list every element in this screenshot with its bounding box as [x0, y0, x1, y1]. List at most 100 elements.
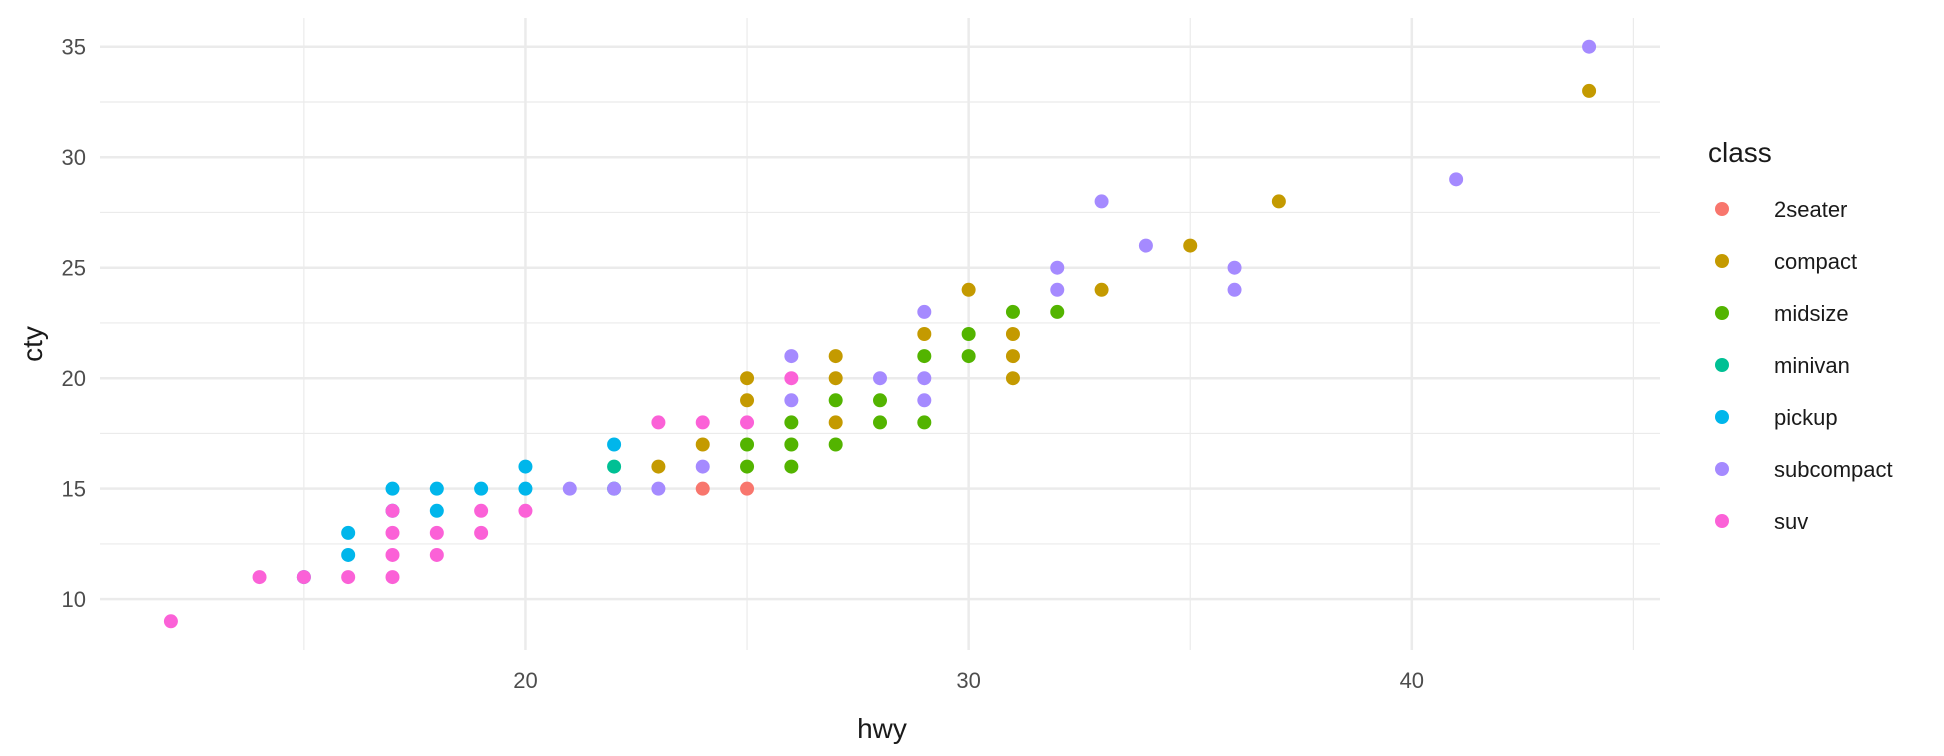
data-point-midsize	[917, 415, 932, 430]
y-tick-label: 30	[62, 145, 86, 170]
data-point-midsize	[1050, 304, 1065, 319]
data-point-suv	[429, 525, 444, 540]
data-point-pickup	[341, 547, 356, 562]
data-point-midsize	[917, 349, 932, 364]
legend-key-midsize	[1715, 306, 1729, 320]
data-point-midsize	[1005, 304, 1020, 319]
data-point-2seater	[695, 481, 710, 496]
data-point-pickup	[518, 459, 533, 474]
minor-gridlines	[100, 18, 1660, 650]
data-point-subcompact	[873, 371, 887, 386]
data-point-pickup	[341, 525, 356, 540]
data-point-compact	[1271, 194, 1286, 209]
major-gridlines	[100, 18, 1660, 650]
data-point-midsize	[784, 415, 799, 430]
data-point-subcompact	[784, 349, 799, 364]
legend-label-minivan: minivan	[1774, 353, 1850, 378]
data-point-suv	[341, 570, 356, 585]
y-tick-label: 10	[62, 587, 86, 612]
data-point-compact	[828, 415, 843, 430]
legend-label-midsize: midsize	[1774, 301, 1849, 326]
data-point-compact	[1005, 349, 1020, 364]
data-point-subcompact	[917, 393, 932, 408]
data-point-midsize	[873, 393, 887, 408]
data-point-suv	[385, 503, 400, 518]
data-point-2seater	[740, 481, 755, 496]
data-point-subcompact	[562, 481, 577, 496]
data-point-pickup	[385, 481, 400, 496]
legend-label-suv: suv	[1774, 509, 1808, 534]
data-point-compact	[828, 349, 843, 364]
data-point-midsize	[961, 349, 976, 364]
data-point-suv	[474, 503, 489, 518]
y-axis-ticks: 10 15 20 25 30 35	[62, 35, 86, 612]
data-point-subcompact	[695, 459, 710, 474]
data-point-subcompact	[1449, 172, 1464, 187]
data-point-suv	[429, 547, 444, 562]
legend-label-subcompact: subcompact	[1774, 457, 1893, 482]
data-point-pickup	[474, 481, 489, 496]
data-point-pickup	[607, 437, 622, 452]
data-point-pickup	[518, 481, 533, 496]
legend-key-suv	[1715, 514, 1729, 528]
legend-key-subcompact	[1715, 462, 1729, 476]
y-axis-title: cty	[17, 326, 48, 362]
data-point-pickup	[429, 503, 444, 518]
data-point-subcompact	[917, 371, 932, 386]
legend-items: 2seater compact midsize minivan pickup subcom…	[1715, 197, 1893, 534]
data-point-subcompact	[1227, 260, 1242, 275]
data-point-compact	[917, 327, 932, 341]
data-point-compact	[1183, 238, 1198, 253]
data-point-subcompact	[651, 481, 666, 496]
data-point-subcompact	[784, 393, 799, 408]
data-point-midsize	[828, 393, 843, 408]
data-point-suv	[385, 570, 400, 585]
data-point-midsize	[828, 437, 843, 452]
data-point-compact	[961, 282, 976, 297]
data-point-midsize	[873, 415, 887, 430]
x-tick-label: 20	[513, 668, 537, 693]
legend: class 2seater compact midsize minivan pickup…	[1708, 137, 1893, 534]
data-point-suv	[385, 547, 400, 562]
data-point-minivan	[607, 459, 622, 474]
data-point-suv	[296, 570, 311, 585]
legend-key-2seater	[1715, 202, 1729, 216]
x-tick-label: 40	[1400, 668, 1424, 693]
legend-key-pickup	[1715, 410, 1729, 424]
x-axis-title: hwy	[857, 713, 907, 744]
data-point-compact	[651, 459, 666, 474]
x-tick-label: 30	[956, 668, 980, 693]
y-tick-label: 25	[62, 256, 86, 281]
data-point-compact	[740, 371, 755, 386]
y-tick-label: 35	[62, 35, 86, 60]
data-point-suv	[474, 525, 489, 540]
data-point-suv	[252, 570, 267, 585]
data-point-midsize	[740, 437, 755, 452]
data-point-suv	[651, 415, 666, 430]
data-point-subcompact	[1227, 282, 1242, 297]
x-axis-ticks: 20 30 40	[513, 668, 1424, 693]
data-point-compact	[740, 393, 755, 408]
data-point-suv	[163, 614, 178, 629]
data-point-subcompact	[917, 304, 932, 319]
data-point-midsize	[784, 459, 799, 474]
data-point-compact	[695, 437, 710, 452]
data-point-suv	[784, 371, 799, 386]
data-point-midsize	[961, 327, 976, 341]
data-point-midsize	[784, 437, 799, 452]
y-tick-label: 15	[62, 477, 86, 502]
data-point-compact	[1094, 282, 1109, 297]
data-point-midsize	[740, 459, 755, 474]
data-point-subcompact	[1138, 238, 1153, 253]
data-point-suv	[695, 415, 710, 430]
y-tick-label: 20	[62, 366, 86, 391]
data-point-suv	[385, 525, 400, 540]
legend-label-2seater: 2seater	[1774, 197, 1847, 222]
legend-key-minivan	[1715, 358, 1729, 372]
legend-key-compact	[1715, 254, 1729, 268]
data-point-compact	[828, 371, 843, 386]
data-point-pickup	[429, 481, 444, 496]
data-point-suv	[518, 503, 533, 518]
data-point-compact	[1582, 83, 1597, 98]
